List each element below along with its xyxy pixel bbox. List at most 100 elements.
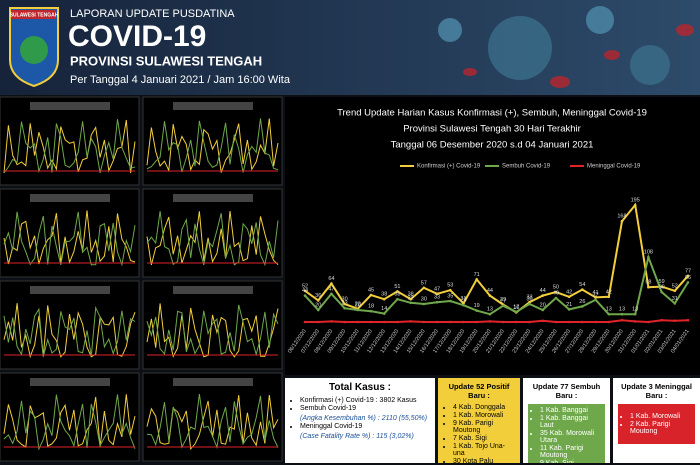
data-point xyxy=(382,312,386,315)
data-label: 28 xyxy=(460,298,466,304)
logo-text: SULAWESI TENGAH xyxy=(10,12,59,18)
thumbnail-line xyxy=(146,303,279,358)
header-title: COVID-19 xyxy=(68,20,206,53)
data-point xyxy=(607,320,611,324)
data-label: 30 xyxy=(342,296,348,302)
data-label: 29 xyxy=(500,297,506,303)
recovered-list: 1 Kab. Banggai1 Kab. Banggai Laut35 Kab.… xyxy=(528,404,605,463)
thumbnail-line xyxy=(3,119,136,174)
data-point xyxy=(409,301,412,305)
header-date: Per Tanggal 4 Januari 2021 / Jam 16:00 W… xyxy=(70,74,291,86)
data-point xyxy=(382,320,386,324)
data-label: 38 xyxy=(381,292,387,298)
data-point xyxy=(541,319,545,323)
data-label: 36 xyxy=(315,293,321,299)
data-label: 22 xyxy=(355,301,361,307)
data-point xyxy=(620,219,624,223)
header-kicker: LAPORAN UPDATE PUSDATINA xyxy=(70,8,235,20)
data-point xyxy=(448,288,452,292)
data-point xyxy=(369,293,373,297)
data-point xyxy=(554,290,558,294)
data-label: 54 xyxy=(579,282,585,288)
data-label: 35 xyxy=(447,293,453,299)
list-item: 2 Kab. Parigi Moutong xyxy=(630,421,693,435)
thumbnail xyxy=(142,96,283,186)
data-point xyxy=(422,286,426,290)
data-label: 53 xyxy=(447,283,453,289)
data-point xyxy=(356,320,360,324)
data-label: 50 xyxy=(659,284,665,290)
thumbnail-line xyxy=(3,303,136,359)
data-point xyxy=(343,302,346,306)
data-label: 47 xyxy=(434,286,440,292)
list-item: (Angka Kesembuhan %) : 2110 (55,50%) xyxy=(300,415,428,422)
recovered-title: Update 77 Sembuh Baru : xyxy=(532,382,601,400)
data-point xyxy=(475,278,478,281)
data-point xyxy=(316,308,320,312)
data-label: 52 xyxy=(672,283,678,289)
positive-list: 4 Kab. Donggala1 Kab. Morowali9 Kab. Par… xyxy=(443,404,515,463)
data-point xyxy=(581,288,584,291)
thumbnail-line xyxy=(146,304,279,357)
list-item: 4 Kab. Donggala xyxy=(453,404,515,411)
data-label: 57 xyxy=(421,280,427,286)
data-label: 195 xyxy=(631,197,640,203)
data-point xyxy=(660,285,663,288)
data-label: 52 xyxy=(302,283,308,289)
data-point xyxy=(633,312,637,316)
list-item: 1 Kab. Banggai Laut xyxy=(540,415,603,429)
thumbnail xyxy=(142,280,283,370)
data-point xyxy=(673,289,677,293)
data-point xyxy=(462,303,465,307)
data-label: 108 xyxy=(644,250,653,256)
data-point xyxy=(647,285,650,289)
data-point xyxy=(554,296,558,300)
data-label: 13 xyxy=(606,307,612,313)
list-item: Konfirmasi (+) Covid-19 : 3802 Kasus xyxy=(300,397,430,404)
chart-title: Trend Update Harian Kasus Konfirmasi (+)… xyxy=(337,108,647,119)
logo-band xyxy=(12,10,56,19)
data-point xyxy=(515,320,518,324)
data-label: 31 xyxy=(672,296,678,302)
data-point xyxy=(528,300,531,304)
thumbnail-title xyxy=(30,102,110,110)
thumbnail-line xyxy=(3,211,136,267)
legend-label: Sembuh Covid-19 xyxy=(502,164,551,170)
data-point xyxy=(356,308,360,312)
data-point xyxy=(475,320,478,324)
thumbnail-line xyxy=(3,210,136,265)
data-label: 23 xyxy=(342,301,348,307)
data-label: 20 xyxy=(540,302,546,308)
data-point xyxy=(647,255,650,259)
chart-subtitle: Provinsi Sulawesi Tengah 30 Hari Terakhi… xyxy=(403,124,581,135)
data-point xyxy=(567,295,571,299)
deaths-list: 1 Kab. Morowali2 Kab. Parigi Moutong xyxy=(618,404,695,444)
header-bg xyxy=(0,0,700,95)
data-label: 58 xyxy=(645,280,651,286)
thumbnail-charts xyxy=(0,96,283,462)
header-province: PROVINSI SULAWESI TENGAH xyxy=(70,53,262,68)
data-point xyxy=(316,320,320,324)
data-label: 42 xyxy=(566,289,572,295)
chart-bg xyxy=(285,97,700,375)
thumbnail-line xyxy=(146,393,279,450)
data-label: 38 xyxy=(394,292,400,298)
data-point xyxy=(528,320,531,324)
data-label: 44 xyxy=(302,288,308,294)
data-label: 45 xyxy=(368,287,374,293)
data-point xyxy=(620,312,624,316)
series-line xyxy=(305,319,689,324)
data-point xyxy=(501,304,505,308)
thumbnail xyxy=(142,372,283,462)
data-point xyxy=(330,292,333,296)
data-point xyxy=(567,320,571,324)
thumbnail xyxy=(0,280,140,370)
thumbnail-title xyxy=(173,102,253,110)
recovered-box: Update 77 Sembuh Baru : 1 Kab. Banggai1 K… xyxy=(523,378,610,463)
data-point xyxy=(448,320,452,324)
data-label: 59 xyxy=(659,279,665,285)
data-point xyxy=(607,312,611,316)
list-item: Meninggal Covid-19 xyxy=(300,423,430,430)
